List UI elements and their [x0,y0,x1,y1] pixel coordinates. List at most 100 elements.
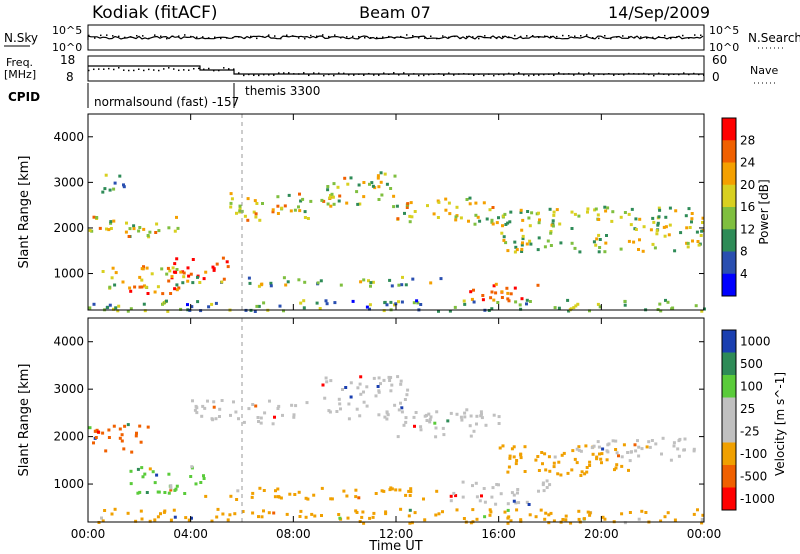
power-colorbar-tick: 12 [740,222,755,236]
nave-dot [168,67,170,69]
power-cell [465,198,469,201]
power-cell [343,176,347,180]
nsearch-dot [298,37,300,39]
power-cell [476,215,480,219]
power-cell [491,206,495,209]
nave-dot [698,73,700,76]
nave-tick-top: 60 [712,53,727,67]
power-cell [605,234,608,237]
power-cell [196,300,200,304]
power-cell [355,190,359,194]
nave-dot [588,72,590,74]
power-cell [700,229,704,233]
power-cell [409,201,413,205]
power-cell [528,239,532,243]
power-cell [356,202,360,206]
power-cell [113,181,117,185]
power-cell [301,197,305,201]
power-cell [468,196,472,200]
velocity-cell [528,513,532,517]
velocity-cell [201,404,205,408]
power-cell [362,181,366,184]
power-cell [463,302,467,306]
power-cell [235,211,238,215]
power-cell [454,218,458,222]
power-cell [324,299,328,303]
power-ylabel: Slant Range [km] [17,156,32,269]
power-cell [316,281,320,285]
velocity-cell [139,509,143,513]
velocity-cell [153,518,157,522]
velocity-cell [400,406,404,410]
power-cell [543,245,547,249]
nave-dot [623,74,625,76]
power-cell [330,192,334,196]
power-cell [468,202,472,206]
velocity-cell [385,411,389,415]
velocity-cell [620,464,624,468]
nsearch-dot [154,34,156,36]
velocity-cell [362,390,365,394]
power-cell [528,224,532,228]
power-cell [175,283,179,287]
power-cell [506,291,510,295]
velocity-cell [396,435,400,439]
nave-dot [453,74,455,76]
nsearch-dot [136,35,138,37]
freq-tick-bottom: 8 [66,70,74,84]
velocity-cell [427,412,431,416]
velocity-cell [469,434,473,438]
power-cell [212,267,216,271]
nsearch-dot [628,36,630,38]
velocity-colorbar-swatch [722,420,736,443]
nsearch-dot [88,34,90,37]
velocity-cell [537,469,541,472]
nsearch-dot [400,35,402,38]
velocity-cell [184,516,188,520]
velocity-cell [503,510,507,514]
nave-dot [373,74,375,76]
nave-dot [438,73,440,75]
nave-dot [403,72,405,74]
velocity-cell [586,510,590,514]
power-cell [686,241,690,245]
power-cell [166,309,170,313]
velocity-cell [129,469,133,473]
power-cell [500,290,504,294]
nsearch-dot [550,35,552,38]
velocity-cell [389,486,393,490]
power-cell [254,212,258,216]
nave-dot [143,69,145,72]
power-cell [653,246,657,250]
power-cell [586,210,589,214]
velocity-cell [626,451,630,454]
y-tick-label: 2000 [53,430,84,444]
velocity-cell [595,457,599,461]
velocity-cell [659,519,663,523]
power-cell [598,305,602,309]
velocity-cell [329,497,333,501]
power-cell [528,300,532,303]
power-cell [190,305,194,309]
power-cell [489,296,493,300]
velocity-cell [523,470,527,473]
power-cell [143,284,146,288]
velocity-cell [110,512,114,516]
velocity-cell [425,419,429,422]
power-cell [627,212,631,216]
nave-dot [243,74,245,77]
velocity-cell [262,489,266,492]
power-cell [298,209,302,213]
velocity-cell [140,517,144,521]
nsearch-dot [352,35,354,38]
velocity-colorbar-tick: -500 [740,469,767,483]
power-cell [179,270,183,274]
nsearch-dot [214,36,216,38]
power-cell [413,210,417,213]
velocity-cell [183,492,187,495]
velocity-cell [292,413,296,417]
velocity-cell [101,431,105,435]
velocity-cell [640,447,644,451]
power-cell [122,183,125,187]
velocity-cell [194,404,198,408]
